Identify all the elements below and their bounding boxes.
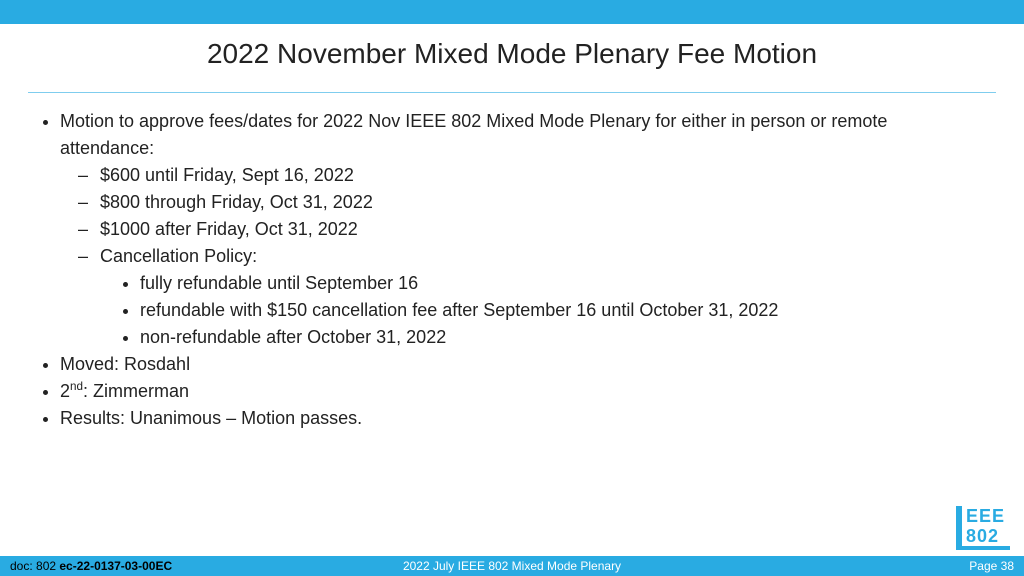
fee-item: $1000 after Friday, Oct 31, 2022: [100, 216, 986, 243]
logo-line2: 802: [966, 526, 1005, 546]
logo-bar-icon: [956, 506, 962, 546]
bullet-results: Results: Unanimous – Motion passes.: [60, 405, 986, 432]
title-divider: [28, 92, 996, 93]
bullet-second: 2nd: Zimmerman: [60, 378, 986, 405]
footer-doc-prefix: doc: 802: [10, 559, 59, 573]
bullet-motion: Motion to approve fees/dates for 2022 No…: [60, 108, 986, 351]
cancel-item: refundable with $150 cancellation fee af…: [140, 297, 986, 324]
footer-page: Page 38: [969, 559, 1014, 573]
bullet-list-level3-cancel: fully refundable until September 16 refu…: [100, 270, 986, 351]
cancel-item: non-refundable after October 31, 2022: [140, 324, 986, 351]
slide: 2022 November Mixed Mode Plenary Fee Mot…: [0, 0, 1024, 576]
fee-item: $800 through Friday, Oct 31, 2022: [100, 189, 986, 216]
cancellation-item: Cancellation Policy: fully refundable un…: [100, 243, 986, 351]
fee-item: $600 until Friday, Sept 16, 2022: [100, 162, 986, 189]
footer-doc: doc: 802 ec-22-0137-03-00EC: [10, 559, 172, 573]
logo-text: EEE 802: [966, 506, 1005, 546]
footer-center: 2022 July IEEE 802 Mixed Mode Plenary: [403, 559, 621, 573]
bullet-motion-text: Motion to approve fees/dates for 2022 No…: [60, 111, 887, 158]
logo-bar-icon: [956, 546, 1010, 550]
cancel-item: fully refundable until September 16: [140, 270, 986, 297]
slide-title: 2022 November Mixed Mode Plenary Fee Mot…: [0, 38, 1024, 70]
second-prefix: 2: [60, 381, 70, 401]
bullet-list-level2-fees: $600 until Friday, Sept 16, 2022 $800 th…: [60, 162, 986, 351]
bullet-moved: Moved: Rosdahl: [60, 351, 986, 378]
footer-bar: doc: 802 ec-22-0137-03-00EC 2022 July IE…: [0, 556, 1024, 576]
slide-content: Motion to approve fees/dates for 2022 No…: [38, 108, 986, 432]
footer-doc-id: ec-22-0137-03-00EC: [59, 559, 172, 573]
cancellation-label: Cancellation Policy:: [100, 246, 257, 266]
bullet-list-level1: Motion to approve fees/dates for 2022 No…: [38, 108, 986, 432]
logo-line1: EEE: [966, 506, 1005, 526]
top-accent-bar: [0, 0, 1024, 24]
ieee-802-logo: EEE 802: [956, 506, 1010, 550]
second-suffix: : Zimmerman: [83, 381, 189, 401]
second-superscript: nd: [70, 380, 83, 393]
